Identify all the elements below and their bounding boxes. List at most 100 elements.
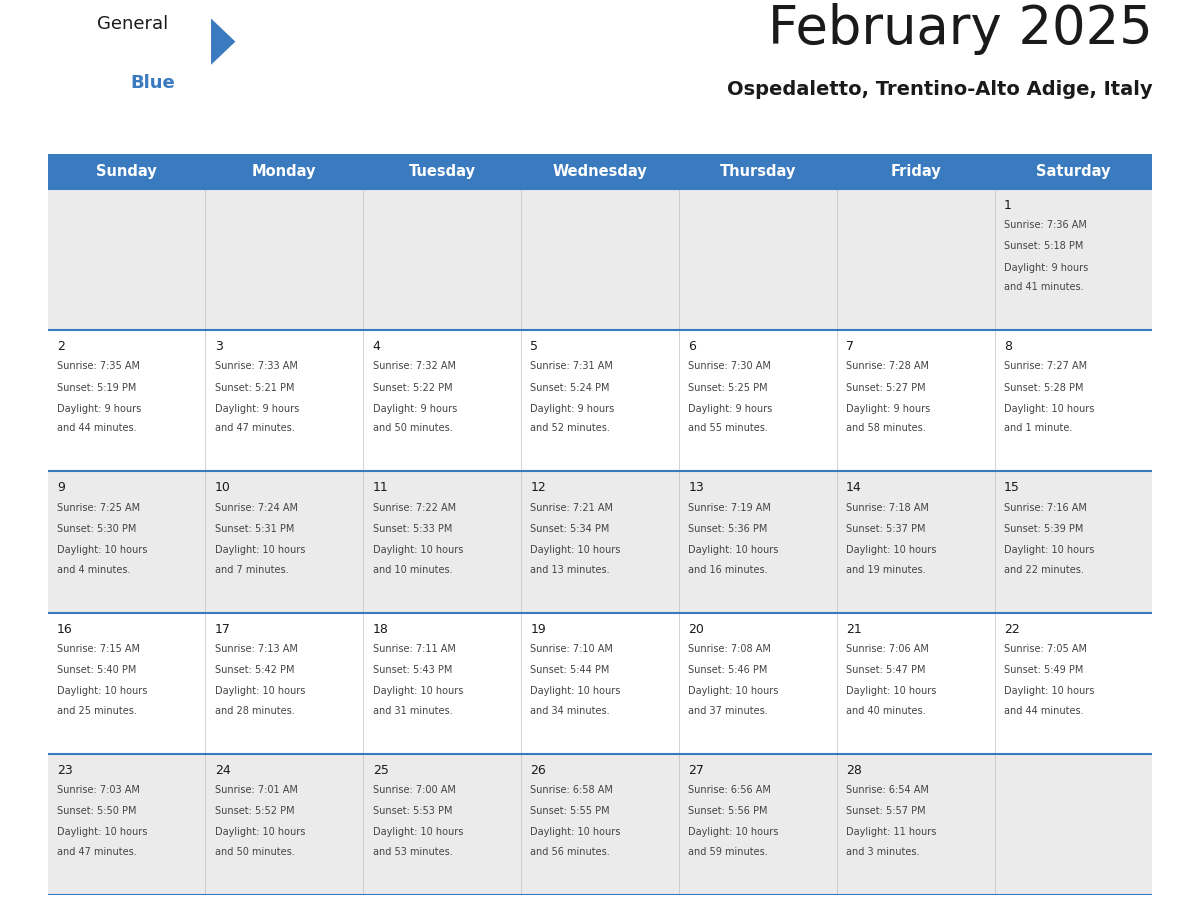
Text: and 44 minutes.: and 44 minutes. — [1004, 706, 1083, 716]
Text: Daylight: 10 hours: Daylight: 10 hours — [531, 545, 621, 554]
Text: and 44 minutes.: and 44 minutes. — [57, 423, 137, 433]
Text: 12: 12 — [531, 481, 546, 495]
Text: Sunrise: 7:24 AM: Sunrise: 7:24 AM — [215, 502, 298, 512]
Text: and 47 minutes.: and 47 minutes. — [57, 847, 137, 857]
Text: 10: 10 — [215, 481, 230, 495]
Text: Sunset: 5:37 PM: Sunset: 5:37 PM — [846, 524, 925, 533]
Text: 21: 21 — [846, 622, 862, 635]
Text: 19: 19 — [531, 622, 546, 635]
Text: and 58 minutes.: and 58 minutes. — [846, 423, 925, 433]
Text: Sunset: 5:40 PM: Sunset: 5:40 PM — [57, 665, 137, 675]
Text: 2: 2 — [57, 341, 65, 353]
Text: Saturday: Saturday — [1036, 164, 1111, 179]
Text: and 47 minutes.: and 47 minutes. — [215, 423, 295, 433]
Text: Sunrise: 7:21 AM: Sunrise: 7:21 AM — [531, 502, 613, 512]
Text: Sunrise: 7:32 AM: Sunrise: 7:32 AM — [373, 362, 456, 372]
Text: Sunrise: 7:33 AM: Sunrise: 7:33 AM — [215, 362, 298, 372]
Text: and 40 minutes.: and 40 minutes. — [846, 706, 925, 716]
Text: Sunrise: 7:31 AM: Sunrise: 7:31 AM — [531, 362, 613, 372]
Text: Sunrise: 7:28 AM: Sunrise: 7:28 AM — [846, 362, 929, 372]
Text: Sunrise: 7:18 AM: Sunrise: 7:18 AM — [846, 502, 929, 512]
Text: and 25 minutes.: and 25 minutes. — [57, 706, 137, 716]
Text: 11: 11 — [373, 481, 388, 495]
Text: February 2025: February 2025 — [767, 3, 1152, 55]
Text: Daylight: 10 hours: Daylight: 10 hours — [373, 827, 463, 837]
Text: and 55 minutes.: and 55 minutes. — [688, 423, 769, 433]
Text: and 7 minutes.: and 7 minutes. — [215, 565, 289, 575]
Text: Daylight: 10 hours: Daylight: 10 hours — [57, 545, 147, 554]
Text: Daylight: 10 hours: Daylight: 10 hours — [57, 827, 147, 837]
Text: Sunrise: 7:11 AM: Sunrise: 7:11 AM — [373, 644, 455, 654]
Text: and 31 minutes.: and 31 minutes. — [373, 706, 453, 716]
Text: Sunrise: 7:01 AM: Sunrise: 7:01 AM — [215, 785, 298, 795]
Text: 15: 15 — [1004, 481, 1019, 495]
Text: Sunrise: 7:03 AM: Sunrise: 7:03 AM — [57, 785, 140, 795]
Text: Daylight: 11 hours: Daylight: 11 hours — [846, 827, 936, 837]
Text: Daylight: 9 hours: Daylight: 9 hours — [57, 404, 141, 414]
Text: Sunset: 5:27 PM: Sunset: 5:27 PM — [846, 383, 925, 393]
Text: 5: 5 — [531, 341, 538, 353]
Text: Sunset: 5:18 PM: Sunset: 5:18 PM — [1004, 241, 1083, 252]
Text: General: General — [97, 16, 169, 33]
Text: Daylight: 10 hours: Daylight: 10 hours — [1004, 686, 1094, 696]
Text: 4: 4 — [373, 341, 380, 353]
Text: Monday: Monday — [252, 164, 316, 179]
Text: and 53 minutes.: and 53 minutes. — [373, 847, 453, 857]
Text: Sunset: 5:49 PM: Sunset: 5:49 PM — [1004, 665, 1083, 675]
Text: and 41 minutes.: and 41 minutes. — [1004, 283, 1083, 292]
Text: Friday: Friday — [890, 164, 941, 179]
Text: Daylight: 9 hours: Daylight: 9 hours — [373, 404, 457, 414]
Text: Daylight: 10 hours: Daylight: 10 hours — [373, 545, 463, 554]
Text: Daylight: 10 hours: Daylight: 10 hours — [688, 686, 778, 696]
Text: 26: 26 — [531, 764, 546, 777]
Text: Daylight: 9 hours: Daylight: 9 hours — [1004, 263, 1088, 273]
Bar — [48, 189, 1152, 330]
Text: Sunrise: 7:36 AM: Sunrise: 7:36 AM — [1004, 220, 1087, 230]
Text: Daylight: 10 hours: Daylight: 10 hours — [215, 545, 305, 554]
Text: Daylight: 9 hours: Daylight: 9 hours — [846, 404, 930, 414]
Text: Daylight: 10 hours: Daylight: 10 hours — [688, 827, 778, 837]
Text: Sunrise: 7:05 AM: Sunrise: 7:05 AM — [1004, 644, 1087, 654]
Bar — [48, 612, 1152, 754]
Bar — [48, 754, 1152, 895]
Text: 1: 1 — [1004, 199, 1012, 212]
Text: and 28 minutes.: and 28 minutes. — [215, 706, 295, 716]
Text: Sunset: 5:46 PM: Sunset: 5:46 PM — [688, 665, 767, 675]
Text: 16: 16 — [57, 622, 72, 635]
Text: Tuesday: Tuesday — [409, 164, 475, 179]
Text: Sunset: 5:50 PM: Sunset: 5:50 PM — [57, 806, 137, 816]
Text: Sunrise: 6:58 AM: Sunrise: 6:58 AM — [531, 785, 613, 795]
Text: Sunset: 5:44 PM: Sunset: 5:44 PM — [531, 665, 609, 675]
Text: Daylight: 10 hours: Daylight: 10 hours — [373, 686, 463, 696]
Text: and 13 minutes.: and 13 minutes. — [531, 565, 611, 575]
Text: Daylight: 10 hours: Daylight: 10 hours — [1004, 545, 1094, 554]
Text: Sunset: 5:43 PM: Sunset: 5:43 PM — [373, 665, 451, 675]
Text: 9: 9 — [57, 481, 65, 495]
Text: Sunset: 5:28 PM: Sunset: 5:28 PM — [1004, 383, 1083, 393]
Text: Sunset: 5:22 PM: Sunset: 5:22 PM — [373, 383, 453, 393]
Text: 25: 25 — [373, 764, 388, 777]
Text: and 34 minutes.: and 34 minutes. — [531, 706, 611, 716]
Text: Sunset: 5:25 PM: Sunset: 5:25 PM — [688, 383, 767, 393]
Text: Sunset: 5:42 PM: Sunset: 5:42 PM — [215, 665, 295, 675]
Text: Sunset: 5:36 PM: Sunset: 5:36 PM — [688, 524, 767, 533]
Text: Sunset: 5:47 PM: Sunset: 5:47 PM — [846, 665, 925, 675]
Text: Sunrise: 7:15 AM: Sunrise: 7:15 AM — [57, 644, 140, 654]
Text: Sunset: 5:34 PM: Sunset: 5:34 PM — [531, 524, 609, 533]
Text: Sunset: 5:52 PM: Sunset: 5:52 PM — [215, 806, 295, 816]
Text: Daylight: 10 hours: Daylight: 10 hours — [57, 686, 147, 696]
Text: Daylight: 10 hours: Daylight: 10 hours — [215, 827, 305, 837]
Text: Sunrise: 7:00 AM: Sunrise: 7:00 AM — [373, 785, 455, 795]
Text: Daylight: 9 hours: Daylight: 9 hours — [215, 404, 299, 414]
Text: Sunset: 5:39 PM: Sunset: 5:39 PM — [1004, 524, 1083, 533]
Text: 6: 6 — [688, 341, 696, 353]
Text: Daylight: 10 hours: Daylight: 10 hours — [688, 545, 778, 554]
Text: Daylight: 10 hours: Daylight: 10 hours — [846, 686, 936, 696]
Text: Sunset: 5:57 PM: Sunset: 5:57 PM — [846, 806, 925, 816]
Text: and 19 minutes.: and 19 minutes. — [846, 565, 925, 575]
Text: Daylight: 10 hours: Daylight: 10 hours — [531, 686, 621, 696]
Text: Sunrise: 7:08 AM: Sunrise: 7:08 AM — [688, 644, 771, 654]
Text: 7: 7 — [846, 341, 854, 353]
Text: and 22 minutes.: and 22 minutes. — [1004, 565, 1083, 575]
Text: and 52 minutes.: and 52 minutes. — [531, 423, 611, 433]
